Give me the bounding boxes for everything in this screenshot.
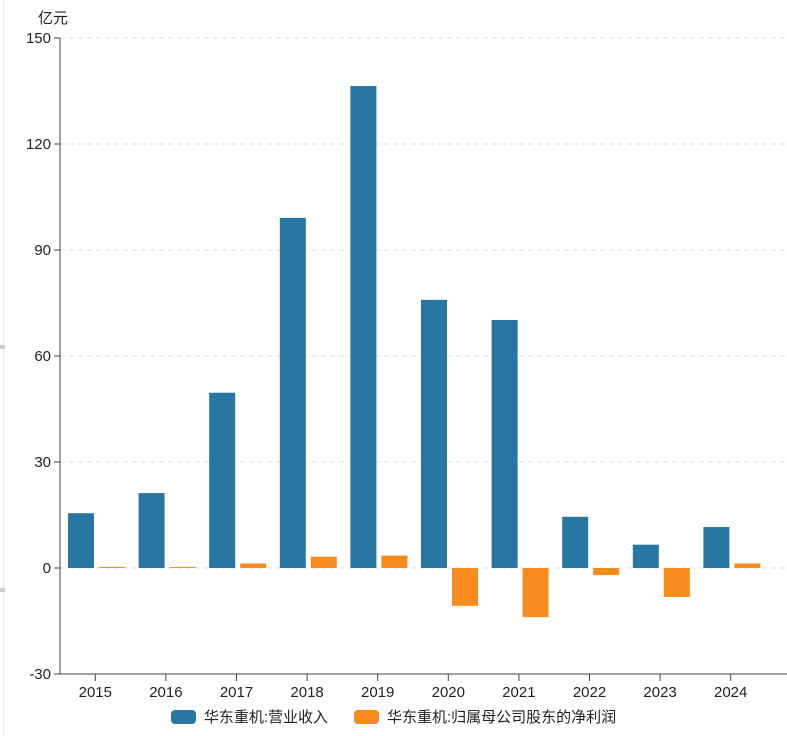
revenue-legend-swatch: [170, 709, 196, 724]
legend-item-net-profit[interactable]: 华东重机:归属母公司股东的净利润: [354, 706, 616, 727]
net-profit-bar-2022: [593, 568, 620, 576]
y-tick-label-150: 150: [26, 30, 51, 47]
x-tick-label-2015: 2015: [79, 684, 112, 700]
x-tick-label-2020: 2020: [432, 684, 465, 700]
net-profit-bar-2020: [452, 568, 478, 606]
revenue-bar-2022: [562, 516, 589, 568]
revenue-bar-2017: [209, 392, 236, 568]
bar-chart-svg: 150 120 90 60 30 0 -30 2015 2016 2017 2018 2019 2020…: [26, 30, 787, 701]
revenue-bar-2015: [68, 513, 94, 568]
x-tick-label-2019: 2019: [361, 684, 394, 700]
net-profit-bar-2015: [99, 566, 125, 568]
revenue-bar-2018: [279, 217, 306, 568]
edge-marker-bottom: [0, 588, 5, 592]
x-tick-label-2017: 2017: [220, 684, 253, 700]
y-tick-label--30: -30: [29, 666, 51, 683]
y-tick-label-30: 30: [34, 454, 51, 471]
y-tick-label-60: 60: [34, 348, 51, 365]
net-profit-legend-swatch: [354, 709, 379, 724]
revenue-bar-2016: [138, 493, 165, 568]
revenue-bar-2023: [632, 544, 659, 568]
net-profit-bar-2019: [381, 555, 408, 568]
net-profit-bar-2024: [734, 563, 761, 568]
net-profit-bar-2017: [240, 563, 267, 568]
net-profit-bar-2021: [522, 568, 549, 618]
x-tick-label-2022: 2022: [573, 684, 606, 700]
chart-legend: 华东重机:营业收入 华东重机:归属母公司股东的净利润: [0, 706, 787, 727]
x-tick-label-2018: 2018: [290, 684, 323, 700]
x-tick-label-2023: 2023: [643, 684, 676, 700]
y-tick-label-120: 120: [26, 136, 51, 153]
bar-chart-canvas: 150 120 90 60 30 0 -30 2015 2016 2017 2018 2019 2020…: [26, 30, 787, 701]
revenue-bar-2024: [703, 527, 730, 568]
y-tick-label-0: 0: [43, 560, 51, 577]
y-axis-unit-label: 亿元: [38, 10, 69, 27]
net-profit-bar-2016: [169, 566, 196, 568]
y-tick-label-90: 90: [34, 242, 51, 259]
x-tick-label-2021: 2021: [502, 684, 535, 700]
revenue-bar-2021: [491, 319, 518, 568]
x-tick-label-2024: 2024: [714, 684, 747, 700]
left-edge-divider: [3, 0, 4, 736]
legend-item-revenue[interactable]: 华东重机:营业收入: [170, 706, 328, 727]
net-profit-bar-2018: [310, 556, 337, 568]
revenue-bar-2019: [350, 86, 377, 568]
net-profit-legend-label: 华东重机:归属母公司股东的净利润: [387, 709, 617, 726]
net-profit-bar-2023: [663, 568, 690, 597]
edge-marker-top: [0, 345, 5, 349]
revenue-bar-2020: [421, 299, 447, 568]
x-tick-label-2016: 2016: [149, 684, 182, 700]
revenue-legend-label: 华东重机:营业收入: [203, 709, 328, 726]
